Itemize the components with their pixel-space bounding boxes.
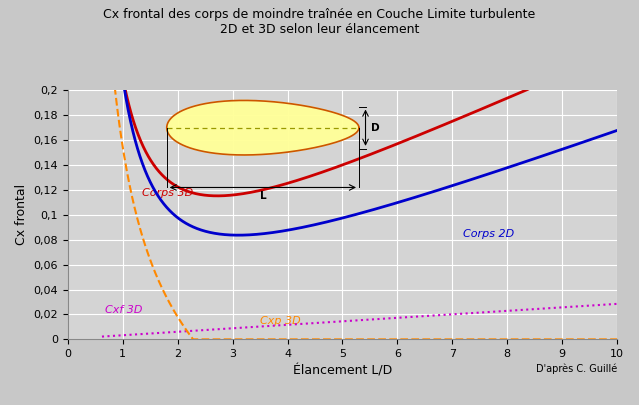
Text: Cx frontal des corps de moindre traînée en Couche Limite turbulente
2D et 3D sel: Cx frontal des corps de moindre traînée … (104, 8, 535, 36)
Text: D'après C. Guillé: D'après C. Guillé (535, 363, 617, 374)
Y-axis label: Cx frontal: Cx frontal (15, 184, 28, 245)
Text: D: D (371, 123, 380, 133)
Polygon shape (167, 100, 359, 155)
Text: Cxf 3D: Cxf 3D (105, 305, 142, 315)
X-axis label: Élancement L/D: Élancement L/D (293, 364, 392, 377)
Text: Corps 2D: Corps 2D (463, 229, 514, 239)
Text: Corps 3D: Corps 3D (142, 188, 193, 198)
Text: L: L (259, 191, 266, 200)
Text: Cxp 3D: Cxp 3D (260, 316, 301, 326)
